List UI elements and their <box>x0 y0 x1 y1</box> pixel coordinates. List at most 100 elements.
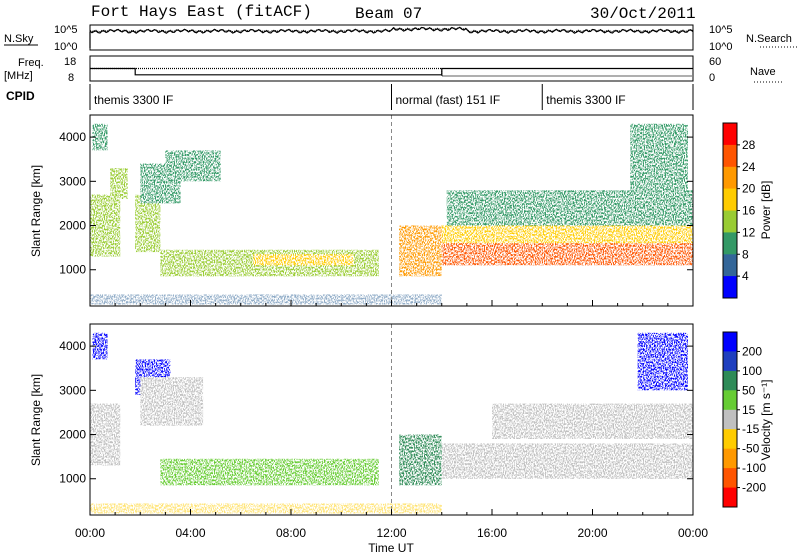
power-echo-region <box>441 238 693 266</box>
nave-label: Nave <box>750 66 776 78</box>
date-label: 30/Oct/2011 <box>590 5 696 23</box>
velocity-echo-region <box>160 458 379 486</box>
nave-tick-top: 60 <box>709 56 721 68</box>
power-echo-region <box>630 123 688 208</box>
colorbar-tick-label: 16 <box>742 204 756 218</box>
colorbar-swatch <box>723 468 737 488</box>
colorbar-swatch <box>723 144 737 168</box>
noise-tick-left-bottom: 10^0 <box>54 41 78 53</box>
power-echo-region <box>135 194 161 253</box>
colorbar-swatch <box>723 188 737 211</box>
freq-label: Freq. <box>18 57 44 69</box>
colorbar-swatch <box>723 448 737 469</box>
colorbar-tick-label: 50 <box>742 383 756 397</box>
power-echo-region <box>399 225 442 277</box>
y-tick-label: 3000 <box>59 174 86 188</box>
power-echo-region <box>110 168 128 199</box>
cpid-segment-label: themis 3300 IF <box>94 93 173 107</box>
x-tick-label: 12:00 <box>376 526 406 540</box>
x-axis-label: Time UT <box>368 541 414 554</box>
x-tick-label: 20:00 <box>577 526 607 540</box>
y-tick-label: 4000 <box>59 130 86 144</box>
colorbar-swatch <box>723 429 737 450</box>
colorbar-swatch <box>723 409 737 430</box>
noise-tick-left-top: 10^5 <box>54 24 78 36</box>
freq-tick-bottom: 8 <box>68 72 74 84</box>
ground-scatter-band <box>90 294 442 305</box>
nsearch-label: N.Search <box>746 33 792 45</box>
noise-tick-right-bottom: 10^0 <box>709 41 733 53</box>
frequency-trace <box>90 67 693 76</box>
colorbar-tick-label: 28 <box>742 138 756 152</box>
colorbar-swatch <box>723 390 737 411</box>
y-tick-label: 4000 <box>59 339 86 353</box>
colorbar-tick-label: 8 <box>742 247 749 261</box>
velocity-echo-region <box>637 332 688 391</box>
frequency-panel: Freq. [MHz] 18 8 60 0 Nave <box>4 55 784 84</box>
x-tick-label: 00:00 <box>75 526 105 540</box>
colorbar-swatch <box>723 351 737 372</box>
colorbar-swatch <box>723 332 737 352</box>
velocity-echo-region <box>441 443 693 479</box>
colorbar-swatch <box>723 210 737 233</box>
power-colorbar-label: Power [dB] <box>759 181 773 240</box>
colorbar-swatch <box>723 370 737 391</box>
x-tick-label: 00:00 <box>678 526 708 540</box>
colorbar-tick-label: 4 <box>742 269 749 283</box>
velocity-colorbar-label: Velocity [m s⁻¹] <box>759 379 773 460</box>
x-tick-label: 08:00 <box>276 526 306 540</box>
colorbar-tick-label: -50 <box>742 442 760 456</box>
y-tick-label: 1000 <box>59 263 86 277</box>
freq-unit-label: [MHz] <box>4 70 33 82</box>
noise-search-trace <box>89 26 694 33</box>
velocity-colorbar: 200 100 50 15 -15 -50 -100 -200 <box>722 331 766 508</box>
colorbar-tick-label: -200 <box>742 481 766 495</box>
velocity-echo-region <box>492 403 693 439</box>
colorbar-tick-label: 20 <box>742 182 756 196</box>
velocity-ylabel: Slant Range [km] <box>29 374 43 466</box>
colorbar-swatch <box>723 232 737 255</box>
noise-tick-right-top: 10^5 <box>709 24 733 36</box>
colorbar-frame <box>722 331 738 508</box>
x-tick-label: 04:00 <box>175 526 205 540</box>
power-colorbar: 28 24 20 16 12 8 4 <box>722 122 756 299</box>
cpid-row: CPID themis 3300 IF normal (fast) 151 IF t… <box>6 84 694 110</box>
cpid-segment-label: themis 3300 IF <box>546 93 625 107</box>
x-tick-label: 16:00 <box>477 526 507 540</box>
cpid-segment-label: normal (fast) 151 IF <box>396 93 501 107</box>
velocity-echo-region <box>399 434 442 486</box>
colorbar-swatch <box>723 254 737 277</box>
noise-panel: N.Sky 10^5 10^0 10^5 10^0 N.Search <box>4 24 798 53</box>
colorbar-tick-label: 200 <box>742 344 762 358</box>
colorbar-swatch <box>723 123 737 146</box>
x-axis: 00:00 04:00 08:00 12:00 16:00 20:00 00:00 <box>75 526 708 540</box>
velocity-echo-region <box>140 377 204 426</box>
colorbar-tick-label: -100 <box>742 461 766 475</box>
ground-scatter-band <box>90 503 442 514</box>
y-tick-label: 3000 <box>59 383 86 397</box>
colorbar-tick-label: 24 <box>742 160 756 174</box>
y-tick-label: 2000 <box>59 219 86 233</box>
figure-title: Fort Hays East (fitACF) <box>91 3 312 21</box>
y-tick-label: 2000 <box>59 428 86 442</box>
power-panel: 1000 2000 3000 4000 Slant Range [km] <box>29 114 694 307</box>
velocity-echo-region <box>92 332 108 360</box>
power-echo-region <box>92 123 108 151</box>
power-ylabel: Slant Range [km] <box>29 165 43 257</box>
freq-tick-top: 18 <box>64 56 76 68</box>
y-tick-label: 1000 <box>59 472 86 486</box>
velocity-panel: 1000 2000 3000 4000 Slant Range [km] <box>29 323 694 516</box>
colorbar-swatch <box>723 487 737 508</box>
colorbar-tick-label: 100 <box>742 364 762 378</box>
colorbar-tick-label: 15 <box>742 403 756 417</box>
power-echo-region <box>253 254 354 266</box>
colorbar-swatch <box>723 276 737 299</box>
power-echo-region <box>441 225 693 244</box>
nsky-label: N.Sky <box>4 33 34 45</box>
colorbar-tick-label: 12 <box>742 225 756 239</box>
cpid-label: CPID <box>6 89 35 103</box>
power-echo-region <box>165 150 221 182</box>
colorbar-swatch <box>723 166 737 190</box>
beam-label: Beam 07 <box>355 5 422 23</box>
